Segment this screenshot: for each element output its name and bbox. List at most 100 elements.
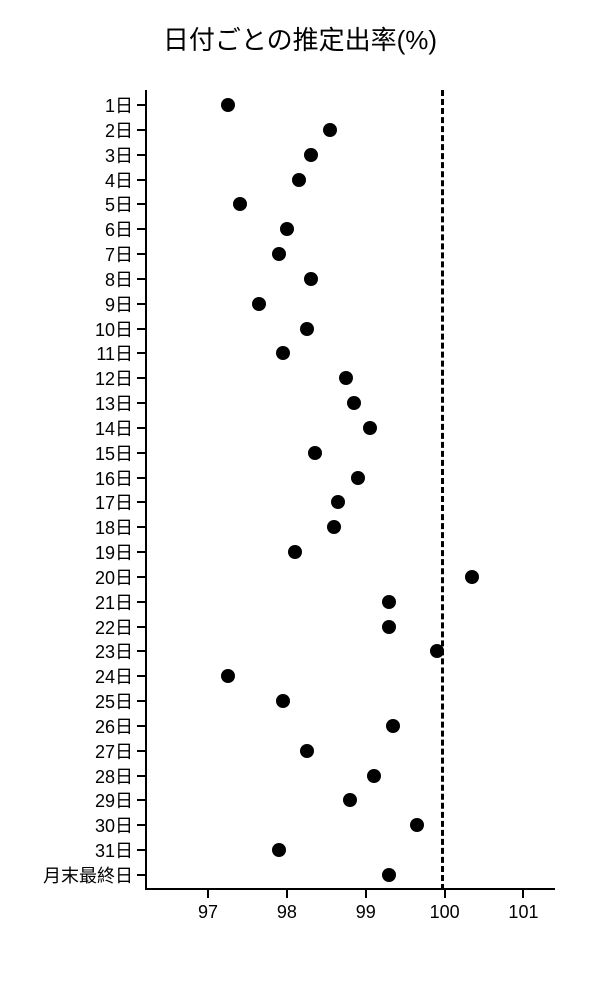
data-point [323, 123, 337, 137]
y-axis-label: 2日 [105, 117, 133, 143]
data-point [292, 173, 306, 187]
y-tick [137, 452, 145, 454]
y-tick [137, 725, 145, 727]
y-axis-label: 10日 [95, 316, 133, 342]
y-axis-label: 8日 [105, 266, 133, 292]
y-tick [137, 154, 145, 156]
x-axis-label: 100 [430, 902, 460, 923]
data-point [300, 322, 314, 336]
data-point [386, 719, 400, 733]
y-axis-label: 7日 [105, 241, 133, 267]
data-point [351, 471, 365, 485]
y-tick [137, 650, 145, 652]
y-axis-label: 24日 [95, 663, 133, 689]
data-point [300, 744, 314, 758]
y-tick [137, 700, 145, 702]
data-point [343, 793, 357, 807]
y-axis-label: 15日 [95, 440, 133, 466]
data-point [304, 148, 318, 162]
data-point [465, 570, 479, 584]
y-axis-label: 11日 [96, 340, 133, 366]
y-tick [137, 303, 145, 305]
y-axis-label: 23日 [95, 638, 133, 664]
data-point [280, 222, 294, 236]
data-point [272, 843, 286, 857]
y-tick [137, 377, 145, 379]
y-axis-label: 16日 [95, 465, 133, 491]
x-axis-label: 101 [508, 902, 538, 923]
y-axis-label: 30日 [95, 812, 133, 838]
y-tick [137, 352, 145, 354]
y-axis-label: 27日 [95, 738, 133, 764]
y-axis-label: 月末最終日 [43, 862, 133, 888]
x-tick [207, 890, 209, 898]
data-point [367, 769, 381, 783]
y-tick [137, 253, 145, 255]
data-point [288, 545, 302, 559]
y-tick [137, 278, 145, 280]
data-point [221, 669, 235, 683]
y-tick [137, 328, 145, 330]
y-axis-label: 3日 [105, 142, 133, 168]
y-tick [137, 501, 145, 503]
data-point [339, 371, 353, 385]
data-point [382, 868, 396, 882]
x-tick [444, 890, 446, 898]
data-point [331, 495, 345, 509]
y-tick [137, 477, 145, 479]
y-axis-label: 4日 [105, 167, 133, 193]
plot-area: 1日2日3日4日5日6日7日8日9日10日11日12日13日14日15日16日1… [145, 90, 555, 890]
y-tick [137, 799, 145, 801]
y-tick [137, 675, 145, 677]
y-axis-label: 12日 [95, 365, 133, 391]
data-point [304, 272, 318, 286]
y-tick [137, 526, 145, 528]
data-point [233, 197, 247, 211]
y-tick [137, 179, 145, 181]
y-axis-label: 31日 [95, 837, 133, 863]
data-point [363, 421, 377, 435]
y-tick [137, 824, 145, 826]
y-axis-label: 5日 [105, 191, 133, 217]
data-point [382, 620, 396, 634]
y-tick [137, 849, 145, 851]
y-axis-label: 28日 [95, 763, 133, 789]
y-tick [137, 750, 145, 752]
x-axis-label: 97 [198, 902, 218, 923]
x-tick [286, 890, 288, 898]
y-tick [137, 775, 145, 777]
y-axis [145, 90, 147, 890]
y-axis-label: 19日 [95, 539, 133, 565]
data-point [276, 346, 290, 360]
y-axis-label: 14日 [95, 415, 133, 441]
data-point [308, 446, 322, 460]
data-point [327, 520, 341, 534]
y-tick [137, 203, 145, 205]
data-point [347, 396, 361, 410]
y-axis-label: 22日 [95, 614, 133, 640]
y-axis-label: 1日 [105, 92, 133, 118]
y-tick [137, 129, 145, 131]
x-tick [522, 890, 524, 898]
y-tick [137, 402, 145, 404]
data-point [221, 98, 235, 112]
y-tick [137, 228, 145, 230]
data-point [252, 297, 266, 311]
y-axis-label: 26日 [95, 713, 133, 739]
x-tick [365, 890, 367, 898]
y-tick [137, 576, 145, 578]
y-tick [137, 874, 145, 876]
x-axis-label: 98 [277, 902, 297, 923]
y-tick [137, 601, 145, 603]
chart-title: 日付ごとの推定出率(%) [0, 20, 600, 57]
y-axis-label: 25日 [95, 688, 133, 714]
data-point [382, 595, 396, 609]
data-point [410, 818, 424, 832]
y-tick [137, 626, 145, 628]
y-axis-label: 9日 [105, 291, 133, 317]
data-point [276, 694, 290, 708]
y-tick [137, 551, 145, 553]
y-tick [137, 427, 145, 429]
y-tick [137, 104, 145, 106]
y-axis-label: 6日 [105, 216, 133, 242]
